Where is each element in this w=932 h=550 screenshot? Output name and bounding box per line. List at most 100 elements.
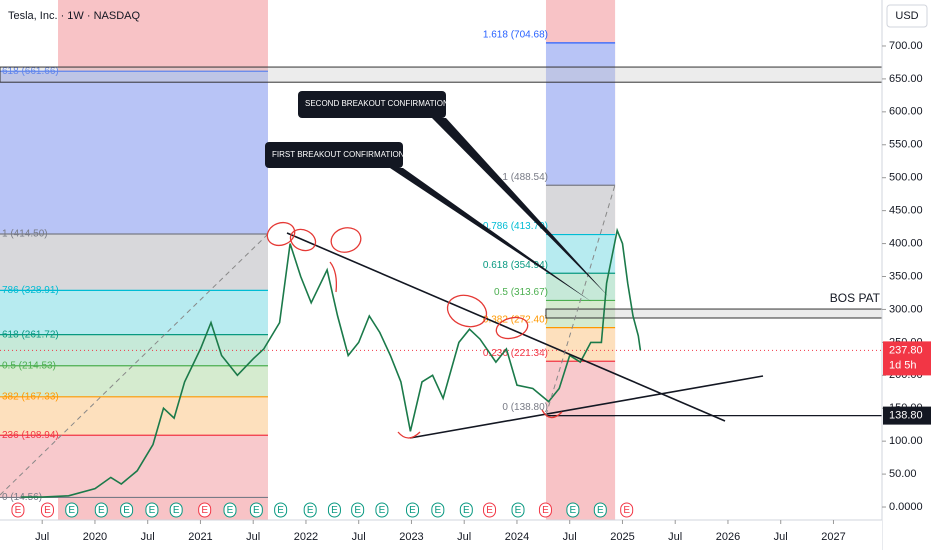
- fib-label: 0.236 (221.34): [483, 348, 548, 359]
- earnings-label: E: [201, 505, 208, 516]
- fib-label: 382 (167.33): [2, 391, 59, 402]
- earnings-label: E: [486, 505, 493, 516]
- earnings-label: E: [379, 505, 386, 516]
- trend-line: [409, 375, 764, 439]
- earnings-label: E: [277, 505, 284, 516]
- y-tick-label: 400.00: [889, 237, 923, 249]
- callout-pointer: [432, 118, 608, 296]
- x-tick-label: 2024: [505, 531, 529, 543]
- earnings-marker: [94, 502, 108, 518]
- earnings-label: E: [570, 505, 577, 516]
- earnings-marker: [566, 502, 580, 518]
- price-line: [21, 227, 642, 498]
- earnings-marker: [351, 502, 365, 518]
- earnings-marker: [459, 502, 473, 518]
- currency: USD: [895, 10, 918, 22]
- y-tick-label: 600.00: [889, 106, 923, 118]
- earnings-label: E: [253, 505, 260, 516]
- fib-zone: [0, 234, 268, 291]
- y-tick-label: 350.00: [889, 270, 923, 282]
- earnings-label: E: [227, 505, 234, 516]
- countdown: 1d 5h: [889, 359, 917, 371]
- y-tick-label: 0.0000: [889, 501, 923, 513]
- symbol-title: Tesla, Inc. · 1W · NASDAQ: [8, 10, 140, 22]
- fib-zone: [545, 185, 616, 235]
- fib-zone: [0, 290, 268, 335]
- earnings-marker: [120, 502, 134, 518]
- support-badge: [883, 406, 931, 425]
- drawings: [0, 91, 764, 496]
- earnings-marker: [406, 502, 420, 518]
- fib-label: 0.786 (413.70): [483, 221, 548, 232]
- earnings-label: E: [68, 505, 75, 516]
- currency-box: [886, 4, 928, 28]
- fib-label: 1.618 (704.68): [483, 30, 548, 41]
- y-tick-label: 300.00: [889, 303, 923, 315]
- x-tick-label: 2020: [83, 531, 107, 543]
- fib-zone: [0, 71, 268, 235]
- earnings-marker: [40, 502, 54, 518]
- x-tick-label: Jul: [457, 531, 471, 543]
- y-tick-label: 450.00: [889, 205, 923, 217]
- earnings-marker: [620, 502, 634, 518]
- y-tick-label: 650.00: [889, 73, 923, 85]
- fib-zone: [0, 396, 268, 436]
- earnings-label: E: [434, 505, 441, 516]
- earnings-label: E: [123, 505, 130, 516]
- y-tick-label: 500.00: [889, 172, 923, 184]
- fib-zone: [0, 435, 268, 498]
- earnings-marker: [145, 502, 159, 518]
- x-tick-label: 2021: [188, 531, 212, 543]
- x-tick-label: Jul: [246, 531, 260, 543]
- earnings-label: E: [331, 505, 338, 516]
- zone-label: BOS PAT: [830, 291, 881, 305]
- earnings-label: E: [515, 505, 522, 516]
- plot-area: 0 (14.56)236 (108.94)382 (167.33)0.5 (21…: [0, 0, 883, 520]
- earnings-marker: [223, 502, 237, 518]
- time-axis: [0, 520, 882, 550]
- y-tick-label: 550.00: [889, 139, 923, 151]
- y-tick-label: 100.00: [889, 435, 923, 447]
- fib-zone: [0, 365, 268, 397]
- earnings-label: E: [98, 505, 105, 516]
- fib-label: 618 (261.72): [2, 329, 59, 340]
- price-zone: [0, 66, 883, 83]
- earnings-label: E: [409, 505, 416, 516]
- trend-line: [286, 232, 726, 422]
- x-tick-label: Jul: [563, 531, 577, 543]
- earnings-label: E: [623, 505, 630, 516]
- highlight-circles: [266, 221, 563, 439]
- callout-text: FIRST BREAKOUT CONFIRMATION: [272, 150, 405, 159]
- price-axis: [882, 0, 932, 550]
- fib-trend: [545, 184, 616, 416]
- fib-label: 236 (108.94): [2, 430, 59, 441]
- fib-label: 0 (138.80): [502, 402, 548, 413]
- callout-text: SECOND BREAKOUT CONFIRMATION: [305, 99, 449, 108]
- x-tick-label: 2027: [821, 531, 845, 543]
- earnings-marker: [169, 502, 183, 518]
- last-price-label: 237.80: [889, 344, 923, 356]
- earnings-label: E: [542, 505, 549, 516]
- earnings-label: E: [354, 505, 361, 516]
- earnings-label: E: [463, 505, 470, 516]
- earnings-label: E: [307, 505, 314, 516]
- earnings-label: E: [44, 505, 51, 516]
- last-price-badge: [883, 341, 931, 376]
- x-tick-label: 2026: [716, 531, 740, 543]
- x-tick-label: Jul: [668, 531, 682, 543]
- fib-label: 0.5 (214.53): [2, 360, 56, 371]
- fib-label: 0.5 (313.67): [494, 287, 548, 298]
- earnings-marker: [327, 502, 341, 518]
- x-tick-label: Jul: [352, 531, 366, 543]
- earnings-marker: [274, 502, 288, 518]
- fib-zone: [545, 327, 616, 362]
- x-tick-label: Jul: [35, 531, 49, 543]
- callout-box: [298, 91, 446, 118]
- earnings-marker: [375, 502, 389, 518]
- earnings-marker: [483, 502, 497, 518]
- earnings-label: E: [149, 505, 156, 516]
- price-zone: [545, 308, 883, 319]
- earnings-marker: [538, 502, 552, 518]
